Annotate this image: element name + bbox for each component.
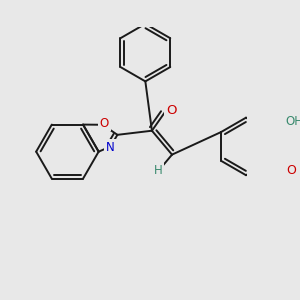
Text: O: O bbox=[100, 117, 109, 130]
Text: OH: OH bbox=[286, 115, 300, 128]
Text: O: O bbox=[167, 104, 177, 117]
Text: O: O bbox=[286, 164, 296, 177]
Text: N: N bbox=[106, 141, 115, 154]
Text: H: H bbox=[154, 164, 162, 177]
